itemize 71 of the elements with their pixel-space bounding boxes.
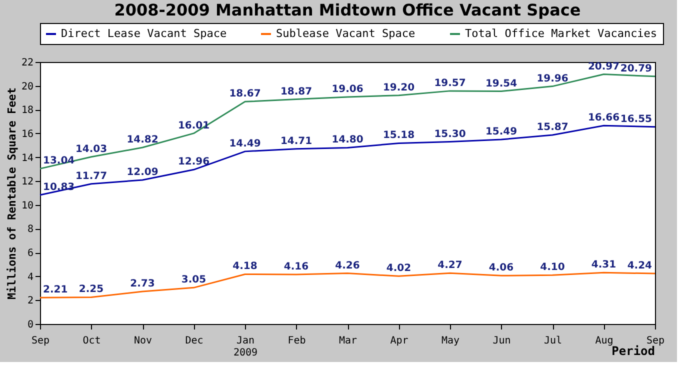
data-label: 2.25: [78, 284, 104, 296]
data-label: 14.71: [280, 136, 312, 147]
y-tick-label: 8: [27, 224, 34, 236]
x-tick-label: Dec: [185, 336, 204, 346]
x-tick-label: May: [441, 336, 460, 346]
data-label: 14.49: [229, 138, 261, 150]
y-axis-title: Millions of Rentable Square Feet: [5, 88, 18, 300]
y-tick-label: 10: [21, 200, 34, 212]
data-label: 3.05: [181, 274, 206, 286]
data-label: 10.83: [43, 182, 75, 194]
data-label: 13.04: [43, 156, 75, 167]
y-tick-label: 20: [21, 81, 34, 92]
data-label: 4.27: [438, 260, 462, 272]
x-tick-label: Feb: [288, 336, 306, 346]
y-tick-label: 22: [21, 58, 34, 68]
legend-label: Direct Lease Vacant Space: [61, 27, 227, 40]
data-label: 18.67: [229, 88, 261, 100]
data-label: 2.21: [43, 284, 68, 296]
data-label: 18.87: [280, 86, 312, 98]
x-tick-label: Sep: [31, 336, 50, 346]
data-label: 15.87: [536, 122, 568, 134]
line-series: [39, 74, 656, 170]
y-tick-label: 0: [27, 320, 34, 330]
data-label: 20.79: [620, 63, 652, 74]
data-label: 15.18: [382, 130, 415, 142]
x-tick-label: Mar: [338, 336, 358, 346]
y-tick-label: 4: [27, 272, 34, 283]
chart-title: 2008-2009 Manhattan Midtown Office Vacant Space: [114, 0, 581, 20]
data-label: 20.97: [588, 61, 620, 72]
data-label: 14.82: [126, 134, 158, 146]
data-label: 12.09: [126, 167, 158, 178]
legend-label: Sublease Vacant Space: [276, 27, 416, 40]
data-label: 16.55: [620, 114, 652, 125]
data-label: 4.06: [488, 262, 514, 274]
y-tick-label: 6: [27, 248, 34, 260]
data-label: 19.20: [382, 82, 415, 94]
data-label: 19.57: [434, 78, 466, 89]
data-label: 15.49: [485, 126, 518, 138]
data-label: 4.16: [284, 261, 309, 272]
data-label: 4.31: [591, 260, 616, 271]
x-tick-label: Jan 2009: [233, 336, 258, 358]
x-tick-label: Jul: [544, 336, 562, 346]
x-tick-label: Aug: [595, 336, 614, 346]
data-label: 15.30: [434, 128, 466, 140]
data-label: 4.18: [232, 261, 258, 272]
line-series: [39, 272, 656, 298]
data-label: 14.03: [75, 144, 108, 155]
data-label: 12.96: [178, 156, 210, 168]
x-tick-label: Sep: [646, 336, 665, 346]
data-label: 4.10: [540, 262, 565, 274]
data-label: 4.02: [386, 263, 412, 274]
x-tick-label: Apr: [390, 336, 408, 346]
y-tick-label: 12: [21, 176, 34, 188]
data-label: 14.80: [332, 134, 364, 146]
y-tick-label: 2: [27, 296, 34, 307]
x-tick-label: Jun: [492, 336, 511, 346]
data-label: 16.66: [588, 112, 620, 124]
data-label: 19.06: [332, 84, 364, 96]
data-label: 4.24: [627, 260, 652, 272]
data-label: 19.54: [485, 78, 518, 90]
legend-label: Total Office Market Vacancies: [465, 27, 658, 40]
data-label: 2.73: [130, 278, 155, 290]
y-tick-label: 14: [21, 152, 34, 164]
data-label: 11.77: [75, 170, 108, 182]
y-tick-label: 18: [21, 105, 34, 116]
x-tick-label: Nov: [134, 336, 152, 346]
data-label: 4.26: [335, 260, 360, 272]
x-tick-label: Oct: [82, 336, 101, 346]
y-tick-label: 16: [21, 128, 34, 140]
data-label: 19.96: [536, 73, 568, 84]
x-axis-title: Period: [612, 344, 655, 358]
